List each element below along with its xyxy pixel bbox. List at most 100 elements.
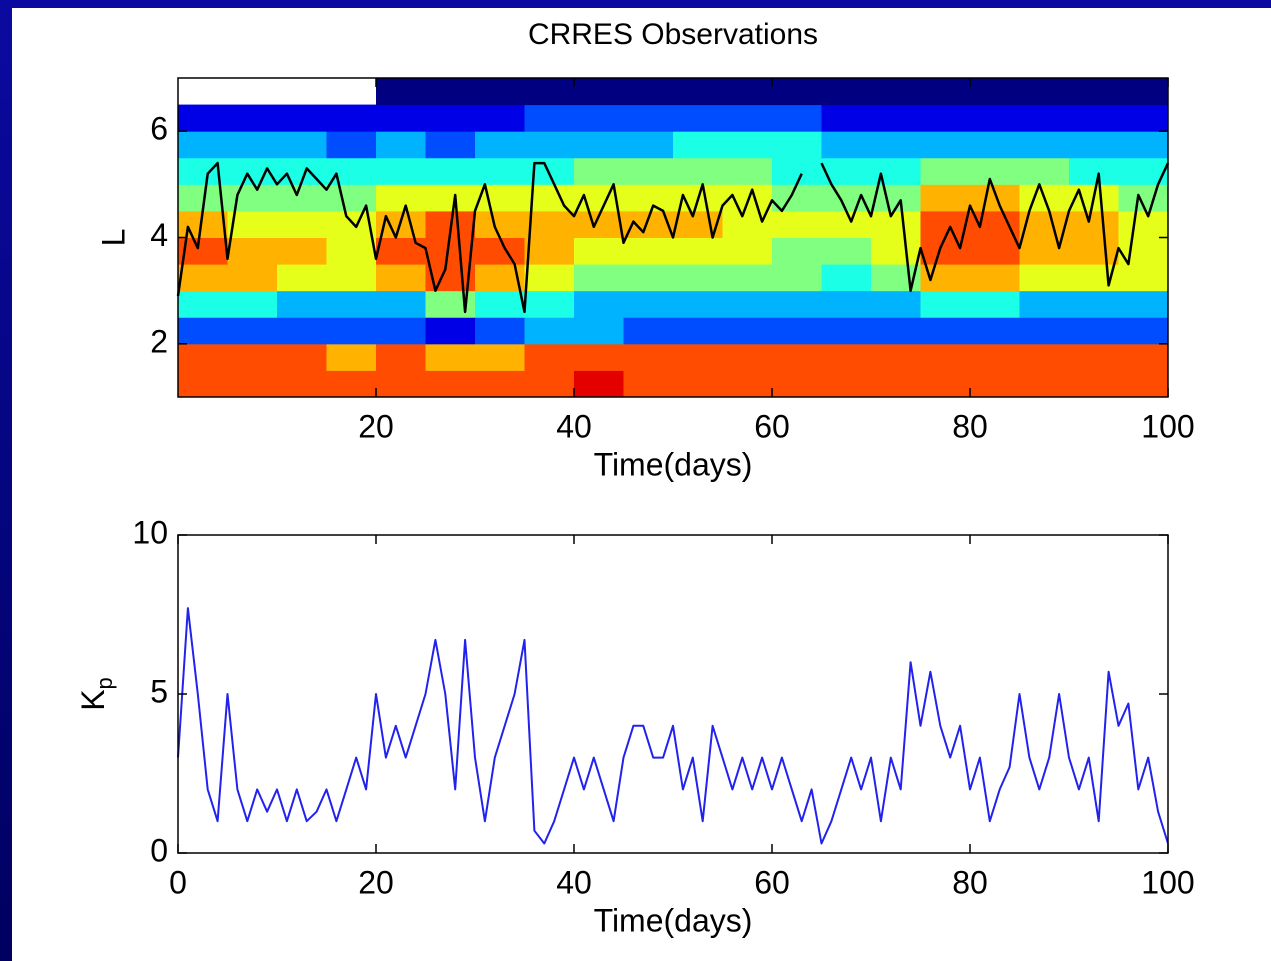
- heat-cell: [1069, 370, 1119, 398]
- x-tick-label: 100: [1141, 864, 1194, 900]
- heat-cell: [524, 343, 575, 371]
- heat-cell: [623, 157, 674, 185]
- heat-cell: [673, 343, 723, 371]
- heat-cell: [623, 131, 674, 159]
- heat-cell: [376, 264, 426, 292]
- heat-cell: [178, 104, 228, 132]
- heat-cell: [920, 317, 971, 345]
- heat-cell: [871, 343, 921, 371]
- heat-cell: [722, 264, 773, 292]
- heat-cell: [178, 264, 228, 292]
- heat-cell: [1118, 104, 1169, 132]
- heat-cell: [574, 264, 624, 292]
- heat-cell: [425, 370, 476, 398]
- heat-cell: [475, 370, 525, 398]
- heat-cell: [277, 343, 327, 371]
- heat-cell: [821, 237, 872, 265]
- heat-cell: [425, 104, 476, 132]
- heat-cell: [722, 370, 773, 398]
- heat-cell: [326, 104, 377, 132]
- heat-cell: [920, 343, 971, 371]
- heat-cell: [920, 131, 971, 159]
- heat-cell: [376, 237, 426, 265]
- heat-cell: [821, 317, 872, 345]
- heat-cell: [821, 131, 872, 159]
- heat-cell: [623, 237, 674, 265]
- heat-cell: [970, 343, 1020, 371]
- heat-cell: [1069, 104, 1119, 132]
- heat-cell: [871, 104, 921, 132]
- heat-cell: [821, 184, 872, 212]
- heat-cell: [821, 290, 872, 318]
- heat-cell: [1069, 210, 1119, 238]
- heat-cell: [277, 237, 327, 265]
- heat-cell: [524, 370, 575, 398]
- heat-cell: [673, 370, 723, 398]
- heat-cell: [772, 210, 822, 238]
- x-tick-label: 20: [358, 408, 394, 444]
- heat-cell: [1019, 343, 1070, 371]
- heat-cell: [524, 290, 575, 318]
- heat-cell: [970, 78, 1020, 106]
- heat-cell: [425, 131, 476, 159]
- heat-cell: [277, 184, 327, 212]
- heat-cell: [673, 264, 723, 292]
- heat-cell: [1118, 317, 1169, 345]
- heat-cell: [574, 343, 624, 371]
- heat-cell: [1019, 157, 1070, 185]
- heat-cell: [722, 131, 773, 159]
- y-tick-label: 5: [150, 673, 168, 709]
- heat-cell: [376, 104, 426, 132]
- heat-cell: [227, 131, 278, 159]
- heat-cell: [475, 104, 525, 132]
- heat-cell: [277, 210, 327, 238]
- heat-cell: [920, 210, 971, 238]
- heat-cell: [574, 317, 624, 345]
- heat-cell: [1019, 78, 1070, 106]
- heat-cell: [524, 317, 575, 345]
- heat-cell: [376, 184, 426, 212]
- heat-cell: [871, 210, 921, 238]
- heat-cell: [970, 131, 1020, 159]
- heat-cell: [326, 370, 377, 398]
- heat-cell: [326, 184, 377, 212]
- heat-cell: [227, 104, 278, 132]
- heat-cell: [722, 157, 773, 185]
- heat-cell: [475, 290, 525, 318]
- heat-cell: [772, 264, 822, 292]
- heat-cell: [871, 237, 921, 265]
- heat-cell: [871, 317, 921, 345]
- heat-cell: [673, 317, 723, 345]
- heat-cell: [623, 290, 674, 318]
- heat-cell: [326, 317, 377, 345]
- y-axis-label-sub: p: [92, 677, 117, 689]
- heat-cell: [1019, 131, 1070, 159]
- y-axis-label: Kp: [75, 677, 116, 711]
- heat-cell: [673, 157, 723, 185]
- x-tick-label: 80: [952, 408, 988, 444]
- heat-cell: [772, 343, 822, 371]
- heat-cell: [920, 370, 971, 398]
- heat-cell: [178, 317, 228, 345]
- heat-cell: [277, 131, 327, 159]
- x-tick-label: 80: [952, 864, 988, 900]
- heat-cell: [821, 370, 872, 398]
- heat-cell: [277, 290, 327, 318]
- heat-cell: [475, 78, 525, 106]
- heat-cell: [524, 210, 575, 238]
- heat-cell: [623, 104, 674, 132]
- x-tick-label: 100: [1141, 408, 1194, 444]
- heat-cell: [425, 157, 476, 185]
- heat-cell: [623, 78, 674, 106]
- heat-cell: [1019, 104, 1070, 132]
- heat-cell: [475, 343, 525, 371]
- heat-cell: [920, 184, 971, 212]
- heat-cell: [1069, 237, 1119, 265]
- plasmapause-line: [176, 161, 1170, 314]
- heat-cell: [277, 104, 327, 132]
- heat-cell: [227, 290, 278, 318]
- x-tick-label: 60: [754, 864, 790, 900]
- heat-cell: [524, 237, 575, 265]
- heat-cell: [227, 343, 278, 371]
